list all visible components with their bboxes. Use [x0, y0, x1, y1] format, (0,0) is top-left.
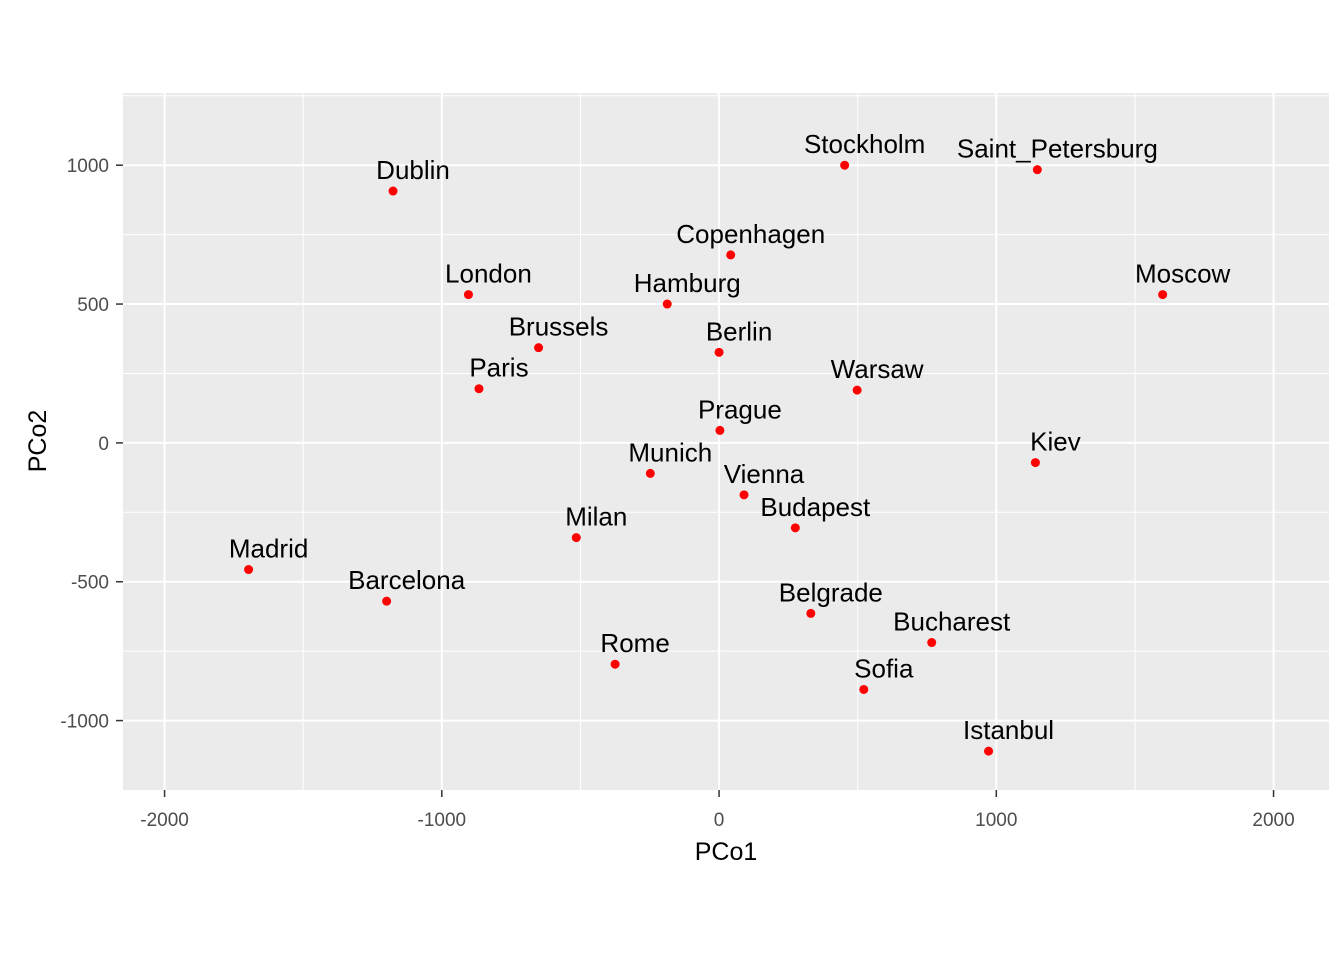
data-point — [463, 290, 473, 300]
data-point — [1032, 165, 1042, 175]
x-axis-ticks: -2000 -1000 0 1000 2000 — [140, 790, 1295, 831]
point-label: Milan — [565, 502, 627, 532]
data-point — [715, 425, 725, 435]
point-label: Kiev — [1030, 427, 1081, 457]
data-point — [714, 347, 724, 357]
data-point — [382, 596, 392, 606]
data-point — [806, 608, 816, 618]
point-label: Paris — [469, 353, 528, 383]
x-tick-label: 2000 — [1252, 810, 1294, 831]
point-label: Istanbul — [963, 715, 1054, 745]
data-point — [852, 385, 862, 395]
point-label: Munich — [628, 437, 712, 467]
y-tick-label: 0 — [98, 434, 109, 455]
data-point — [1030, 458, 1040, 468]
x-tick-label: -1000 — [418, 810, 467, 831]
x-axis-title: PCo1 — [695, 838, 758, 866]
data-point — [571, 533, 581, 543]
y-tick-label: 500 — [77, 295, 109, 316]
minor-gridlines — [123, 93, 1329, 790]
point-label: Dublin — [376, 155, 450, 185]
point-label: Belgrade — [779, 577, 883, 607]
point-label: Saint_Petersburg — [957, 134, 1158, 164]
point-label: Moscow — [1135, 259, 1231, 289]
point-label: Bucharest — [893, 607, 1011, 637]
data-point — [645, 468, 655, 478]
point-label: London — [445, 259, 532, 289]
data-point — [739, 490, 749, 500]
point-label: Berlin — [706, 316, 772, 346]
y-tick-label: -500 — [71, 573, 109, 594]
data-point — [244, 565, 254, 575]
point-label: Hamburg — [634, 268, 741, 298]
data-point — [1158, 290, 1168, 300]
point-label: Barcelona — [348, 565, 466, 595]
point-label: Madrid — [229, 534, 308, 564]
point-labels: Stockholm Saint_Petersburg Dublin Copenhage… — [229, 129, 1231, 745]
point-label: Vienna — [724, 459, 805, 489]
data-point — [859, 684, 869, 694]
data-point — [662, 299, 672, 309]
point-label: Stockholm — [804, 129, 925, 159]
y-axis-ticks: -1000 -500 0 500 1000 — [60, 156, 123, 733]
point-label: Brussels — [509, 312, 609, 342]
point-label: Warsaw — [831, 354, 924, 384]
x-tick-label: -2000 — [140, 810, 189, 831]
point-label: Copenhagen — [676, 219, 825, 249]
data-point — [726, 250, 736, 260]
data-point — [927, 638, 937, 648]
plot-panel — [123, 93, 1329, 790]
data-point — [534, 343, 544, 353]
data-point — [388, 186, 398, 196]
point-label: Budapest — [760, 492, 871, 522]
major-gridlines — [123, 93, 1329, 790]
data-point — [840, 160, 850, 170]
y-tick-label: 1000 — [67, 156, 109, 177]
data-point — [790, 523, 800, 533]
point-label: Prague — [698, 394, 782, 424]
x-tick-label: 0 — [714, 810, 725, 831]
point-label: Sofia — [854, 653, 914, 683]
data-points — [244, 160, 1168, 756]
point-label: Rome — [600, 628, 669, 658]
data-point — [610, 659, 620, 669]
x-tick-label: 1000 — [975, 810, 1017, 831]
y-tick-label: -1000 — [60, 712, 109, 733]
data-point — [984, 746, 994, 756]
data-point — [474, 384, 484, 394]
y-axis-title: PCo2 — [24, 410, 52, 473]
